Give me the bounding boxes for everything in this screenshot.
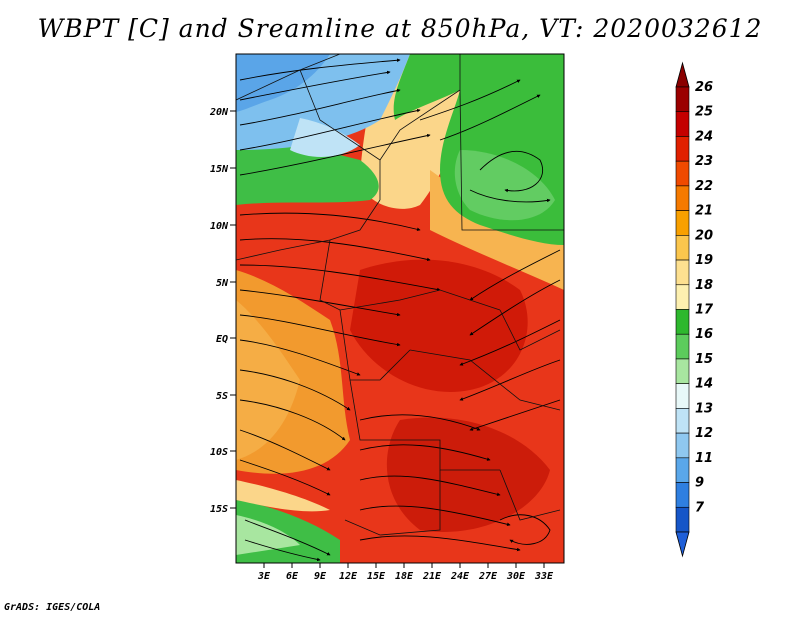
colorbar-label: 19: [695, 253, 713, 268]
lon-label: 33E: [534, 571, 554, 582]
colorbar-label: 15: [695, 352, 713, 367]
field-green-sw-light: [236, 515, 300, 555]
colorbar-swatch: [675, 333, 690, 360]
colorbar-label: 7: [695, 500, 705, 515]
lat-label: 15N: [210, 164, 229, 175]
colorbar-label: 24: [695, 129, 713, 144]
colorbar-label: 18: [695, 278, 713, 293]
colorbar-label: 17: [695, 303, 714, 318]
lon-label: 24E: [450, 571, 470, 582]
colorbar-swatch: [675, 309, 690, 335]
colorbar-swatch: [675, 86, 690, 113]
lat-axis: 20N 15N 10N 5N EQ 5S 10S 15S: [209, 107, 236, 515]
field-orange-inner: [236, 300, 300, 460]
colorbar-swatch: [675, 210, 690, 236]
lat-label: 20N: [209, 107, 229, 118]
lat-label: 15S: [210, 504, 228, 515]
streamlines: [239, 58, 561, 562]
colorbar-label: 26: [695, 80, 713, 95]
lat-label: 5S: [216, 391, 228, 402]
colorbar: 26 25 24 23 22 21 20 19 18 17 16 15 14 13 12 11 9 7: [675, 61, 714, 558]
colorbar-label: 16: [695, 327, 713, 342]
lon-label: 9E: [314, 571, 327, 582]
field-blue-light: [290, 118, 360, 157]
chart-title: WBPT [C] and Sreamline at 850hPa, VT: 20…: [37, 14, 763, 43]
field-darkred-core: [350, 259, 528, 392]
lon-label: 27E: [478, 571, 498, 582]
colorbar-swatch: [675, 358, 690, 384]
colorbar-swatch: [675, 284, 690, 310]
colorbar-swatch: [675, 482, 690, 508]
colorbar-swatch: [675, 383, 690, 409]
colorbar-top-arrow: [675, 61, 690, 88]
map-frame: [235, 53, 565, 564]
colorbar-label: 21: [695, 204, 713, 219]
field-yellow-sw: [236, 480, 330, 512]
colorbar-swatch: [675, 235, 690, 261]
colorbar-swatch: [675, 506, 690, 533]
colorbar-swatch: [675, 136, 690, 162]
lon-label: 6E: [286, 571, 299, 582]
lat-label: EQ: [216, 334, 228, 345]
colorbar-label: 9: [695, 476, 704, 491]
colorbar-bottom-arrow: [675, 531, 690, 558]
footer-credit: GrADS: IGES/COLA: [4, 602, 101, 613]
colorbar-swatch: [675, 259, 690, 286]
colorbar-swatch: [675, 111, 690, 137]
colorbar-label: 20: [695, 228, 713, 243]
lon-label: 21E: [422, 571, 442, 582]
field-blue-dark: [236, 54, 330, 112]
field-green-swirl: [454, 150, 555, 221]
colorbar-swatch: [675, 160, 690, 187]
colorbar-label: 12: [695, 426, 713, 441]
lon-label: 30E: [506, 571, 526, 582]
lon-label: 3E: [257, 571, 271, 582]
colorbar-label: 14: [695, 377, 713, 392]
colorbar-label: 25: [695, 105, 713, 120]
lat-label: 10S: [210, 447, 228, 458]
lon-label: 12E: [339, 571, 358, 582]
colorbar-swatch: [675, 408, 690, 434]
lat-label: 5N: [216, 278, 229, 289]
colorbar-label: 23: [695, 154, 713, 169]
lon-label: 15E: [367, 571, 386, 582]
lat-label: 10N: [210, 221, 229, 232]
colorbar-swatch: [675, 457, 690, 483]
colorbar-label: 11: [695, 451, 713, 466]
colorbar-swatch: [675, 185, 690, 211]
colorbar-label: 13: [695, 401, 713, 416]
lon-axis: 3E 6E 9E 12E 15E 18E 21E 24E 27E 30E 33E: [257, 563, 554, 582]
map-panel: [236, 54, 564, 563]
boundaries: [236, 54, 564, 536]
colorbar-swatch: [675, 432, 690, 459]
lon-label: 18E: [395, 571, 414, 582]
colorbar-label: 22: [695, 179, 713, 194]
